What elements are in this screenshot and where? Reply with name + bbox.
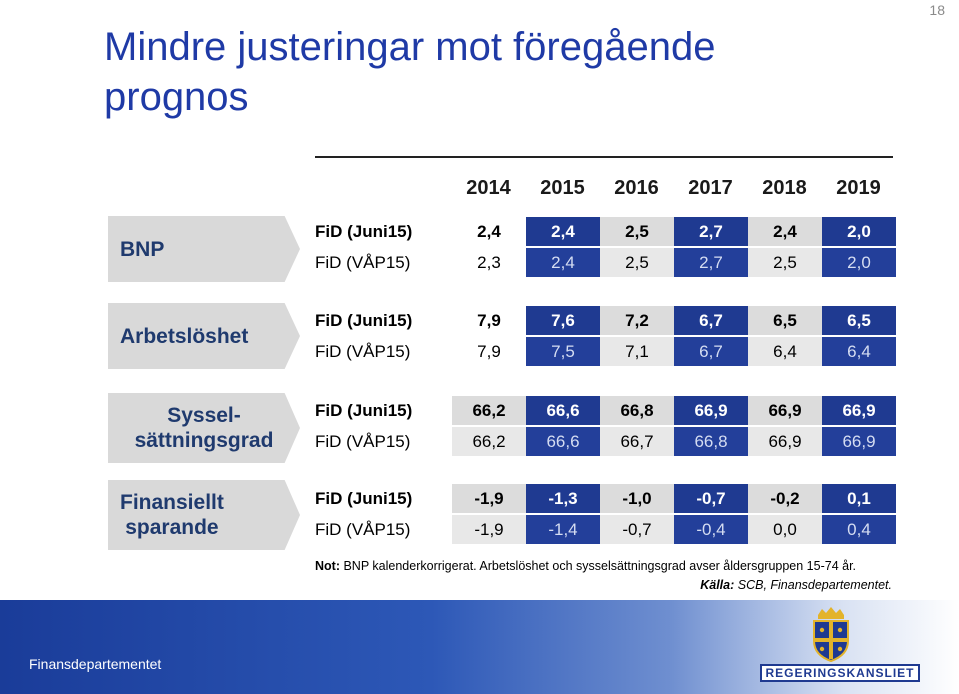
table-cell: 6,7 — [674, 306, 748, 335]
row-name: FiD (Juni15) — [315, 489, 413, 508]
section-label-line: Syssel- — [167, 404, 241, 427]
table-row: FiD (Juni15) 66,2 66,6 66,8 66,9 66,9 66… — [308, 396, 896, 425]
footer-ministry-name: Finansdepartementet — [29, 656, 162, 672]
section-label-line: Finansiellt — [120, 491, 224, 514]
table-cell: 66,8 — [674, 427, 748, 456]
section-label-arbetsloshet: Arbetslöshet — [108, 303, 300, 369]
table-cell: 7,1 — [600, 337, 674, 366]
table-cell: 7,9 — [452, 337, 526, 366]
table-cell: -1,4 — [526, 515, 600, 544]
table-cell: 0,0 — [748, 515, 822, 544]
year-header-cell: 2017 — [688, 177, 733, 199]
regeringskansliet-logo: REGERINGSKANSLIET — [760, 664, 920, 682]
section-label-sysselsattningsgrad: Syssel- sättningsgrad — [108, 393, 300, 463]
crest-icon — [813, 607, 849, 663]
table-cell: 2,4 — [526, 248, 600, 277]
year-header-cell: 2016 — [614, 177, 659, 199]
table-row: FiD (VÅP15) 2,3 2,4 2,5 2,7 2,5 2,0 — [308, 248, 896, 277]
table-cell: -0,4 — [674, 515, 748, 544]
table-cell: 7,9 — [452, 306, 526, 335]
section-label-finansiellt-sparande: Finansiellt sparande — [108, 480, 300, 550]
table-cell: 2,7 — [674, 217, 748, 246]
table-cell: 66,7 — [600, 427, 674, 456]
row-name: FiD (VÅP15) — [315, 342, 411, 361]
row-name: FiD (Juni15) — [315, 401, 413, 420]
table-cell: 2,5 — [600, 248, 674, 277]
page-title: Mindre justeringar mot föregående progno… — [104, 25, 716, 119]
table-cell: -1,9 — [452, 484, 526, 513]
table-cell: -1,3 — [526, 484, 600, 513]
table-cell: -0,7 — [674, 484, 748, 513]
section-label-text: Arbetslöshet — [120, 324, 249, 348]
table-row: FiD (VÅP15) -1,9 -1,4 -0,7 -0,4 0,0 0,4 — [308, 515, 896, 544]
table-cell: 2,4 — [452, 217, 526, 246]
year-header-cell: 2014 — [466, 177, 511, 199]
table-row: FiD (Juni15) 2,4 2,4 2,5 2,7 2,4 2,0 — [308, 217, 896, 246]
table-cell: 0,4 — [822, 515, 896, 544]
table-cell: -0,2 — [748, 484, 822, 513]
table-cell: 6,4 — [822, 337, 896, 366]
table-cell: 2,3 — [452, 248, 526, 277]
table-cell: 2,0 — [822, 217, 896, 246]
table-cell: 66,6 — [526, 427, 600, 456]
section-label-text: BNP — [120, 237, 165, 261]
year-header-cell: 2018 — [762, 177, 807, 199]
row-name: FiD (VÅP15) — [315, 253, 411, 272]
footnote-label: Not: — [315, 559, 340, 573]
table-cell: -0,7 — [600, 515, 674, 544]
table-cell: 66,2 — [452, 396, 526, 425]
table-cell: 2,5 — [600, 217, 674, 246]
table-cell: -1,9 — [452, 515, 526, 544]
row-name: FiD (VÅP15) — [315, 432, 411, 451]
source-text: SCB, Finansdepartementet. — [734, 578, 892, 592]
table-cell: 6,4 — [748, 337, 822, 366]
table-cell: 2,4 — [748, 217, 822, 246]
table-cell: 66,8 — [600, 396, 674, 425]
section-label-text: Finansiellt sparande — [120, 490, 224, 540]
table-cell: 2,5 — [748, 248, 822, 277]
footnote-text: BNP kalenderkorrigerat. Arbetslöshet och… — [340, 559, 857, 573]
table-cell: 7,6 — [526, 306, 600, 335]
table-top-rule — [315, 156, 893, 158]
table-row: FiD (VÅP15) 66,2 66,6 66,7 66,8 66,9 66,… — [308, 427, 896, 456]
row-name: FiD (Juni15) — [315, 222, 413, 241]
table-cell: 6,7 — [674, 337, 748, 366]
section-label-text: Syssel- sättningsgrad — [135, 403, 274, 453]
year-header-cell: 2015 — [540, 177, 585, 199]
table-cell: -1,0 — [600, 484, 674, 513]
table-cell: 2,0 — [822, 248, 896, 277]
table-cell: 2,7 — [674, 248, 748, 277]
table-cell: 66,9 — [822, 396, 896, 425]
table-row: FiD (Juni15) -1,9 -1,3 -1,0 -0,7 -0,2 0,… — [308, 484, 896, 513]
section-label-line: sparande — [125, 516, 219, 539]
year-header-cell: 2019 — [836, 177, 881, 199]
row-name: FiD (VÅP15) — [315, 520, 411, 539]
table-cell: 0,1 — [822, 484, 896, 513]
table-cell: 6,5 — [748, 306, 822, 335]
table-row: FiD (Juni15) 7,9 7,6 7,2 6,7 6,5 6,5 — [308, 306, 896, 335]
table-cell: 7,2 — [600, 306, 674, 335]
row-name: FiD (Juni15) — [315, 311, 413, 330]
page-number: 18 — [929, 2, 945, 18]
year-header: 2014 2015 2016 2017 2018 2019 — [0, 177, 959, 201]
table-cell: 7,5 — [526, 337, 600, 366]
table-cell: 66,9 — [674, 396, 748, 425]
section-label-bnp: BNP — [108, 216, 300, 282]
table-cell: 66,9 — [748, 396, 822, 425]
table-cell: 66,9 — [822, 427, 896, 456]
table-cell: 6,5 — [822, 306, 896, 335]
section-label-line: sättningsgrad — [134, 429, 274, 452]
source-label: Källa: — [700, 578, 735, 592]
table-cell: 66,2 — [452, 427, 526, 456]
footnote: Not: BNP kalenderkorrigerat. Arbetslöshe… — [315, 559, 895, 573]
source-note: Källa: SCB, Finansdepartementet. — [700, 578, 892, 592]
table-cell: 66,6 — [526, 396, 600, 425]
table-row: FiD (VÅP15) 7,9 7,5 7,1 6,7 6,4 6,4 — [308, 337, 896, 366]
table-cell: 66,9 — [748, 427, 822, 456]
table-cell: 2,4 — [526, 217, 600, 246]
